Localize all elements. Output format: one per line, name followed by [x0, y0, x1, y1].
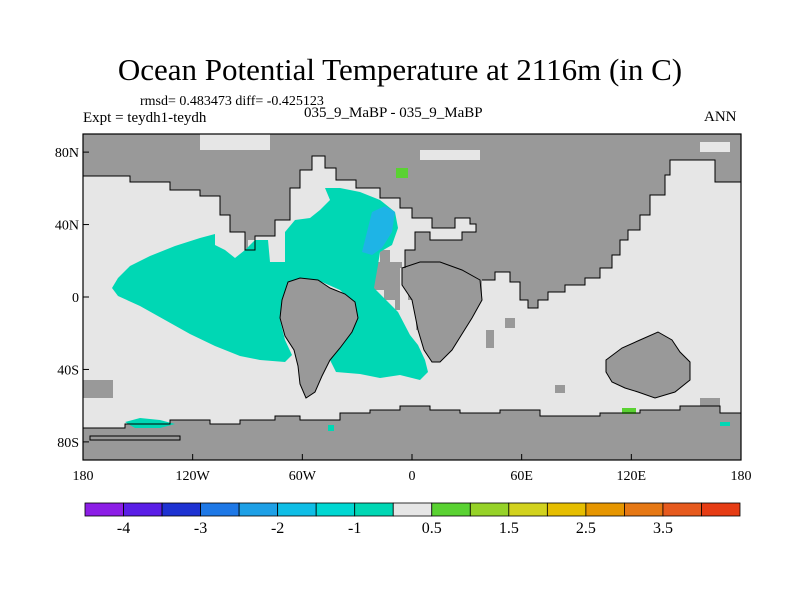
map-title: Ocean Potential Temperature at 2116m (in…: [117, 52, 683, 87]
colorbar-swatch: [546, 502, 587, 517]
colorbar-swatch: [123, 502, 163, 517]
x-tick-label: 60E: [510, 469, 533, 484]
colorbar-label: -3: [194, 520, 207, 537]
colorbar: -4 -3 -2 -1 0.5 1.5 2.5 3.5: [84, 502, 741, 537]
arctic-ocean-patch: [200, 134, 270, 150]
colorbar-swatch: [238, 502, 279, 517]
colorbar-swatch: [161, 502, 201, 517]
season-label: ANN: [704, 109, 737, 125]
land-madagascar: [486, 330, 494, 348]
colorbar-label: -1: [348, 520, 361, 537]
colorbar-swatch: [277, 502, 317, 517]
coastline-outlines: [83, 155, 741, 441]
y-tick-label: 80N: [55, 146, 79, 161]
land-australia: [606, 332, 690, 398]
x-tick-label: 120E: [617, 469, 647, 484]
anomaly-region-cyan-south: [328, 425, 334, 431]
y-tick-label: 40S: [57, 363, 79, 378]
x-tick-label: 180: [731, 469, 752, 484]
colorbar-swatch: [585, 502, 625, 517]
anomaly-spot-green: [396, 168, 408, 178]
map-plot-area: [83, 134, 741, 460]
colorbar-swatch: [469, 502, 510, 517]
colorbar-swatch: [624, 502, 664, 517]
land-island: [83, 380, 113, 398]
x-tick-label: 0: [409, 469, 416, 484]
colorbar-label: 2.5: [576, 520, 596, 537]
y-axis: 80N 40N 0 40S 80S: [55, 146, 89, 451]
colorbar-label: 1.5: [499, 520, 519, 537]
arctic-ocean-patch: [700, 142, 730, 152]
colorbar-swatch: [200, 502, 240, 517]
colorbar-label: 0.5: [422, 520, 442, 537]
y-tick-label: 0: [72, 291, 79, 306]
land-south-america: [280, 278, 358, 398]
rmsd-diff-stats: rmsd= 0.483473 diff= -0.425123: [140, 94, 324, 109]
x-tick-label: 60W: [289, 469, 317, 484]
colorbar-label: -2: [271, 520, 284, 537]
case-subtitle: 035_9_MaBP - 035_9_MaBP: [304, 105, 483, 121]
anomaly-region-blue: [362, 206, 395, 255]
anomaly-spot-green: [622, 408, 636, 414]
anomaly-region-cyan: [112, 188, 428, 380]
colorbar-swatch: [315, 502, 356, 517]
colorbar-swatch: [701, 502, 741, 517]
colorbar-swatch: [431, 502, 471, 517]
colorbar-swatch: [354, 502, 394, 517]
land-island: [278, 422, 298, 438]
land-africa: [402, 262, 482, 362]
colorbar-swatch: [662, 502, 702, 517]
colorbar-label: -4: [117, 520, 130, 537]
x-axis: 180 120W 60W 0 60E 120E 180: [73, 454, 752, 484]
x-tick-label: 180: [73, 469, 94, 484]
arctic-ocean-patch: [420, 150, 480, 160]
x-tick-label: 120W: [176, 469, 211, 484]
land-antarctica: [83, 406, 741, 460]
land-island: [505, 318, 515, 328]
y-tick-label: 40N: [55, 219, 79, 234]
land-island: [555, 385, 565, 393]
experiment-label: Expt = teydh1-teydh: [83, 110, 207, 126]
colorbar-swatch: [508, 502, 548, 517]
colorbar-swatch: [84, 502, 124, 517]
land-north-hemisphere: [83, 134, 741, 362]
anomaly-region-cyan-south: [720, 422, 730, 426]
colorbar-swatch: [392, 502, 433, 517]
anomaly-region-cyan-south: [125, 418, 175, 428]
y-tick-label: 80S: [57, 436, 79, 451]
colorbar-label: 3.5: [653, 520, 673, 537]
land-island: [700, 398, 720, 406]
